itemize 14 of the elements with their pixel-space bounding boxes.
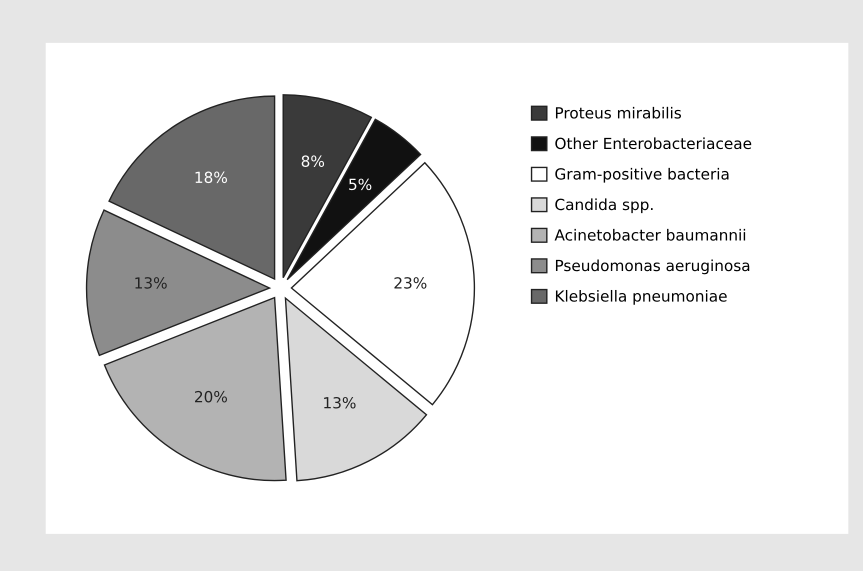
data-label: 18% — [196, 172, 228, 184]
legend-label: Gram-positive bacteria — [555, 168, 728, 183]
data-label: 5% — [349, 178, 372, 190]
data-label: 23% — [394, 277, 426, 289]
legend-label: Acinetobacter baumannii — [554, 228, 746, 241]
data-label: 8% — [302, 155, 324, 167]
data-label: 13% — [324, 396, 356, 409]
legend-label: Proteus mirabilis — [556, 106, 681, 119]
data-label: 13% — [135, 277, 167, 289]
legend-label: Candida spp. — [555, 198, 653, 214]
data-label: 20% — [195, 390, 228, 402]
legend-label: Other Enterobacteriaceae — [555, 137, 752, 150]
legend-label: Klebsiella pneumoniae — [556, 290, 727, 305]
legend-label: Pseudomonas aeruginosa — [556, 259, 750, 274]
